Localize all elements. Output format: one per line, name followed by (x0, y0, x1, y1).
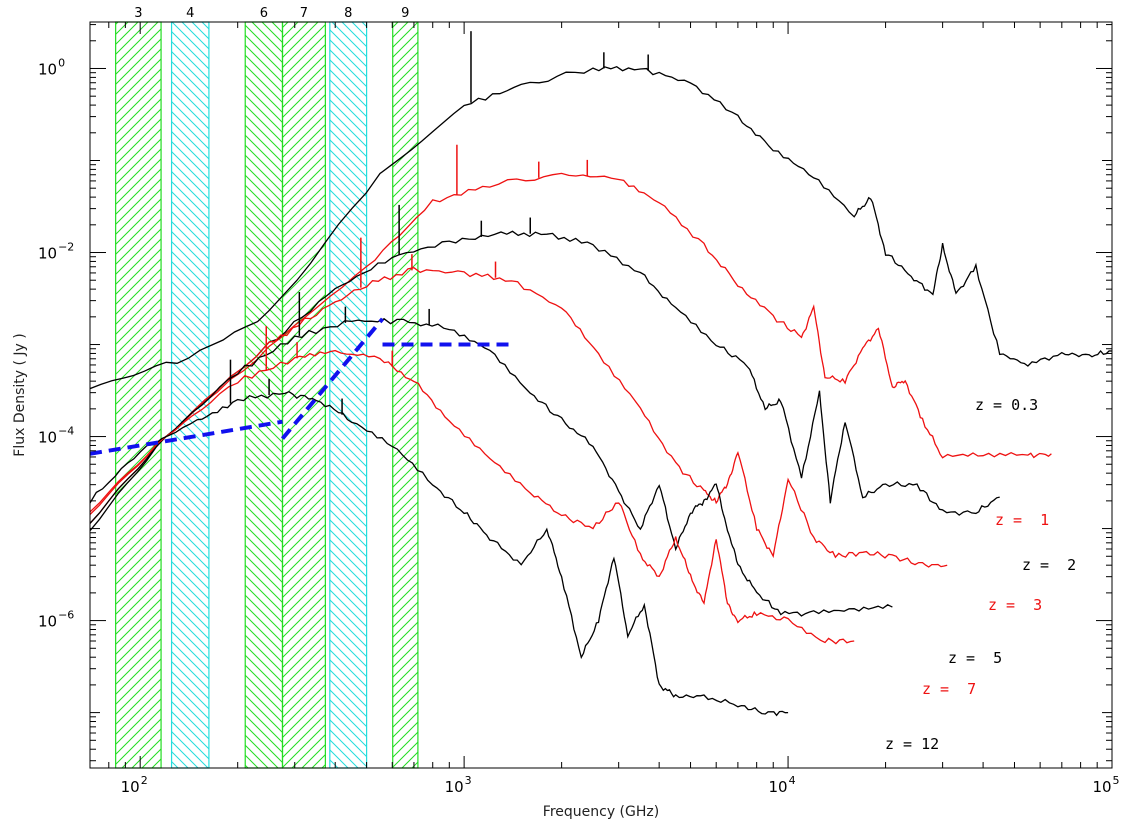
curve-z-3 (90, 267, 948, 568)
band-7-label: 7 (300, 6, 308, 21)
curve-z-1 (90, 172, 1052, 524)
curve-z-2 (90, 230, 1000, 524)
band-9-region (392, 21, 419, 769)
band-6-label: 6 (260, 6, 268, 21)
sensitivity-curve (90, 317, 512, 456)
band-3-label: 3 (134, 6, 142, 21)
alma-bands: 3 4 6 7 8 9 (115, 6, 419, 769)
curve-label-z-7: z = 7 (922, 680, 976, 698)
curve-z-5 (90, 318, 893, 617)
x-axis-label: Frequency (GHz) (543, 804, 659, 820)
y-tick-label: 10−6 (38, 609, 74, 631)
y-tick-label: 10−4 (38, 425, 74, 447)
curve-label-z-12: z = 12 (885, 735, 939, 753)
band-8-label: 8 (344, 6, 352, 21)
curve-labels: z = 0.3 z = 1 z = 2 z = 3 z = 5 z = 7 z = 12 (885, 396, 1076, 753)
y-axis-label: Flux Density ( Jy ) (12, 333, 28, 456)
curve-z-7 (90, 349, 855, 645)
x-tick-label: 105 (1092, 774, 1119, 796)
curve-z-0-3 (90, 65, 1112, 390)
y-tick-label: 100 (38, 56, 65, 78)
band-3-region (115, 21, 162, 769)
x-tick-label: 102 (121, 774, 148, 796)
curve-z-12 (90, 390, 789, 717)
axes: 102 103 104 105 10−6 10−4 10−2 100 (38, 21, 1120, 796)
band-4-region (170, 21, 210, 769)
x-tick-label: 104 (769, 774, 796, 796)
sed-curves (90, 31, 1112, 717)
curve-label-z-1: z = 1 (995, 511, 1049, 529)
curve-label-z-0-3: z = 0.3 (975, 396, 1038, 414)
x-tick-label: 103 (445, 774, 472, 796)
band-6-region (244, 21, 284, 769)
y-tick-label: 10−2 (38, 241, 74, 263)
band-9-label: 9 (401, 6, 409, 21)
curve-label-z-2: z = 2 (1022, 556, 1076, 574)
band-8-region (329, 21, 368, 769)
band-4-label: 4 (186, 6, 194, 21)
sensitivity-segment (280, 317, 385, 440)
curve-label-z-3: z = 3 (988, 596, 1042, 614)
sensitivity-segment (90, 419, 283, 456)
plot-frame (89, 21, 1113, 769)
curve-label-z-5: z = 5 (948, 649, 1002, 667)
